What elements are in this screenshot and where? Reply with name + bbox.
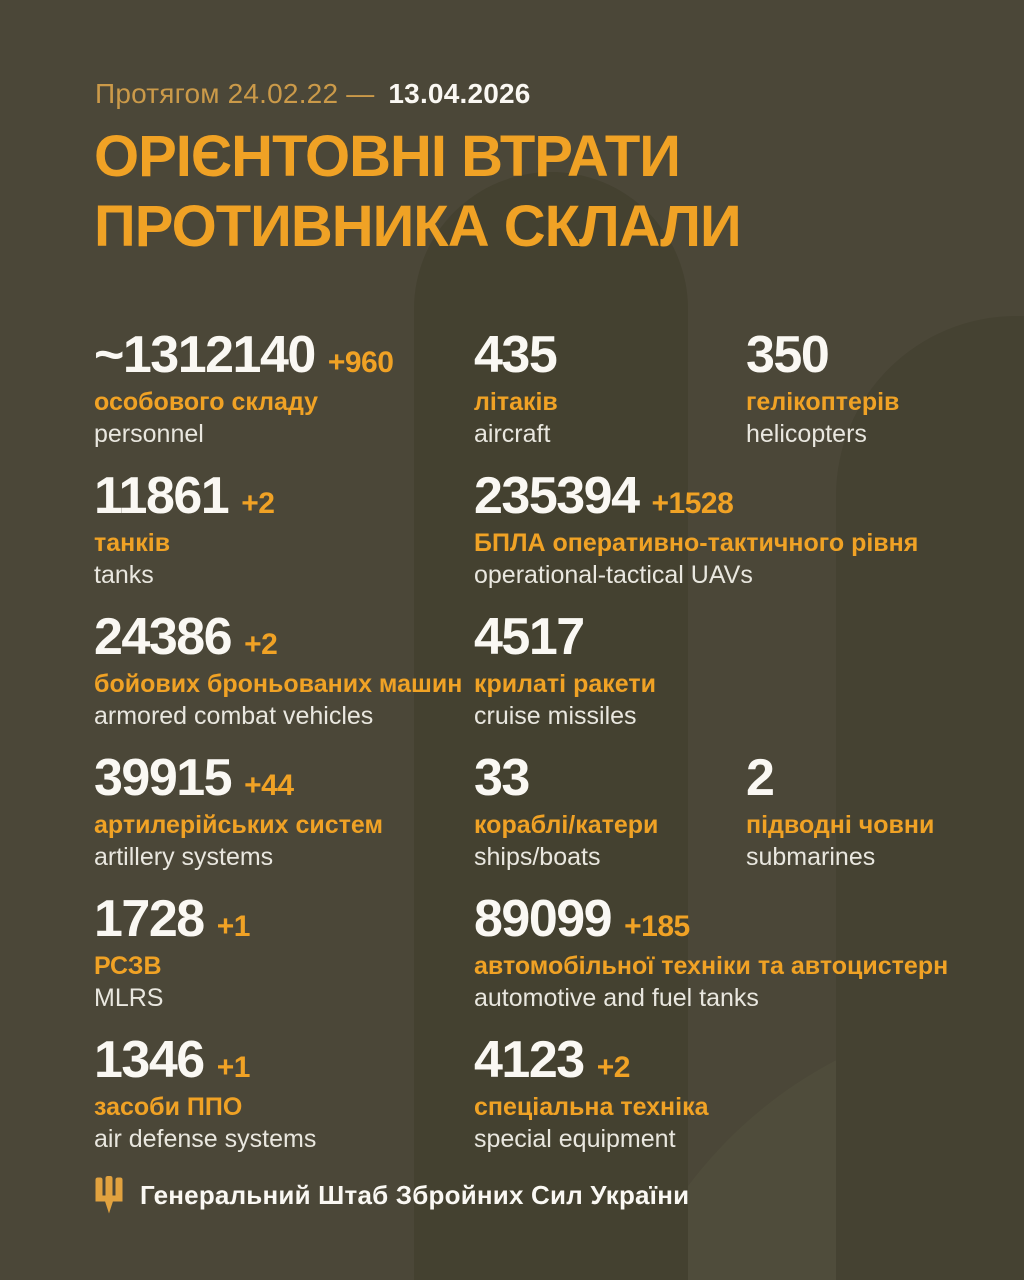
stat-number-row: 235394 +1528 bbox=[474, 469, 1004, 524]
stat-value: 11861 bbox=[94, 467, 230, 525]
stat-label-ukrainian: танків bbox=[94, 529, 171, 557]
stats-grid: ~1312140 +960 особового складу personnel… bbox=[0, 322, 1024, 1168]
stat-daily-change: +1 bbox=[216, 910, 251, 943]
stat-block: 4517 крилаті ракети cruise missiles bbox=[474, 604, 1004, 745]
stat-block: ~1312140 +960 особового складу personnel bbox=[94, 322, 474, 463]
stat-block: 435 літаків aircraft bbox=[474, 322, 746, 463]
stat-label-english: armored combat vehicles bbox=[94, 702, 374, 730]
stat-value: 89099 bbox=[474, 890, 613, 948]
report-period-prefix: Протягом 24.02.22 — bbox=[95, 78, 375, 109]
footer: Генеральний Штаб Збройних Сил України bbox=[94, 1176, 689, 1214]
stat-label-ukrainian: кораблі/катери bbox=[474, 811, 659, 839]
stat-label-english: personnel bbox=[94, 420, 204, 448]
stat-label-ukrainian: особового складу bbox=[94, 388, 319, 416]
stat-block: 1346 +1 засоби ППО air defense systems bbox=[94, 1027, 474, 1168]
stat-number-row: ~1312140 +960 bbox=[94, 328, 474, 383]
stat-number-row: 4517 bbox=[474, 610, 1004, 665]
stat-number-row: 2 bbox=[746, 751, 1004, 806]
stat-value: 235394 bbox=[474, 467, 640, 525]
stat-daily-change: +960 bbox=[327, 346, 394, 379]
page-title: ОРІЄНТОВНІ ВТРАТИ ПРОТИВНИКА СКЛАЛИ bbox=[94, 122, 742, 262]
stat-value: 4123 bbox=[474, 1031, 585, 1089]
stat-block: 350 гелікоптерів helicopters bbox=[746, 322, 1004, 463]
report-period: Протягом 24.02.22 — 13.04.2026 bbox=[95, 78, 531, 110]
stat-block: 24386 +2 бойових броньованих машин armor… bbox=[94, 604, 474, 745]
stat-label-ukrainian: автомобільної техніки та автоцистерн bbox=[474, 952, 949, 980]
stat-label-english: ships/boats bbox=[474, 843, 601, 871]
stat-label-english: special equipment bbox=[474, 1125, 676, 1153]
stat-number-row: 1728 +1 bbox=[94, 892, 474, 947]
stat-label-ukrainian: спеціальна техніка bbox=[474, 1093, 709, 1121]
stat-label-ukrainian: літаків bbox=[474, 388, 558, 416]
stat-label-ukrainian: засоби ППО bbox=[94, 1093, 243, 1121]
report-period-date: 13.04.2026 bbox=[388, 78, 531, 109]
stat-label-english: air defense systems bbox=[94, 1125, 317, 1153]
stat-value: 4517 bbox=[474, 608, 585, 666]
stat-block: 39915 +44 артилерійських систем artiller… bbox=[94, 745, 474, 886]
stat-label-ukrainian: РСЗВ bbox=[94, 952, 162, 980]
stat-value: 2 bbox=[746, 749, 775, 807]
stat-daily-change: +185 bbox=[624, 910, 690, 943]
stat-number-row: 24386 +2 bbox=[94, 610, 474, 665]
stat-label-english: MLRS bbox=[94, 984, 164, 1012]
stat-block: 11861 +2 танків tanks bbox=[94, 463, 474, 604]
stat-number-row: 11861 +2 bbox=[94, 469, 474, 524]
stat-number-row: 39915 +44 bbox=[94, 751, 474, 806]
stat-value: 33 bbox=[474, 749, 530, 807]
page-title-line1: ОРІЄНТОВНІ ВТРАТИ bbox=[94, 124, 681, 189]
stat-number-row: 435 bbox=[474, 328, 746, 383]
stat-value: 1728 bbox=[94, 890, 205, 948]
stat-value: 24386 bbox=[94, 608, 233, 666]
stat-number-row: 33 bbox=[474, 751, 746, 806]
stat-label-ukrainian: артилерійських систем bbox=[94, 811, 383, 839]
stat-daily-change: +2 bbox=[241, 487, 275, 520]
stat-block: 33 кораблі/катери ships/boats bbox=[474, 745, 746, 886]
stat-label-english: aircraft bbox=[474, 420, 551, 448]
stat-number-row: 4123 +2 bbox=[474, 1033, 1004, 1088]
stat-label-ukrainian: БПЛА оперативно-тактичного рівня bbox=[474, 529, 919, 557]
footer-org-name: Генеральний Штаб Збройних Сил України bbox=[140, 1179, 690, 1210]
stat-label-english: tanks bbox=[94, 561, 154, 589]
stat-label-ukrainian: гелікоптерів bbox=[746, 388, 900, 416]
stat-daily-change: +1528 bbox=[651, 487, 734, 520]
stat-block: 4123 +2 спеціальна техніка special equip… bbox=[474, 1027, 1004, 1168]
stat-label-english: helicopters bbox=[746, 420, 867, 448]
stat-label-english: automotive and fuel tanks bbox=[474, 984, 759, 1012]
stat-label-ukrainian: підводні човни bbox=[746, 811, 935, 839]
stat-number-row: 1346 +1 bbox=[94, 1033, 474, 1088]
stat-block: 2 підводні човни submarines bbox=[746, 745, 1004, 886]
stat-value: 435 bbox=[474, 326, 558, 384]
page-title-line2: ПРОТИВНИКА СКЛАЛИ bbox=[94, 194, 742, 259]
stat-label-english: submarines bbox=[746, 843, 876, 871]
stat-block: 1728 +1 РСЗВ MLRS bbox=[94, 886, 474, 1027]
stat-daily-change: +2 bbox=[244, 628, 278, 661]
stat-label-ukrainian: крилаті ракети bbox=[474, 670, 656, 698]
stat-value: 350 bbox=[746, 326, 830, 384]
stat-block: 89099 +185 автомобільної техніки та авто… bbox=[474, 886, 1004, 1027]
stat-value: 1346 bbox=[94, 1031, 205, 1089]
stat-daily-change: +44 bbox=[244, 769, 294, 802]
stat-label-english: cruise missiles bbox=[474, 702, 637, 730]
stat-daily-change: +1 bbox=[216, 1051, 251, 1084]
stat-number-row: 89099 +185 bbox=[474, 892, 1004, 947]
stat-label-ukrainian: бойових броньованих машин bbox=[94, 670, 463, 698]
stat-daily-change: +2 bbox=[596, 1051, 631, 1084]
stat-number-row: 350 bbox=[746, 328, 1004, 383]
stat-value: ~1312140 bbox=[94, 326, 316, 384]
stat-block: 235394 +1528 БПЛА оперативно-тактичного … bbox=[474, 463, 1004, 604]
stat-label-english: operational-tactical UAVs bbox=[474, 561, 753, 589]
trident-icon bbox=[95, 1176, 123, 1214]
stat-value: 39915 bbox=[94, 749, 233, 807]
stat-label-english: artillery systems bbox=[94, 843, 274, 871]
